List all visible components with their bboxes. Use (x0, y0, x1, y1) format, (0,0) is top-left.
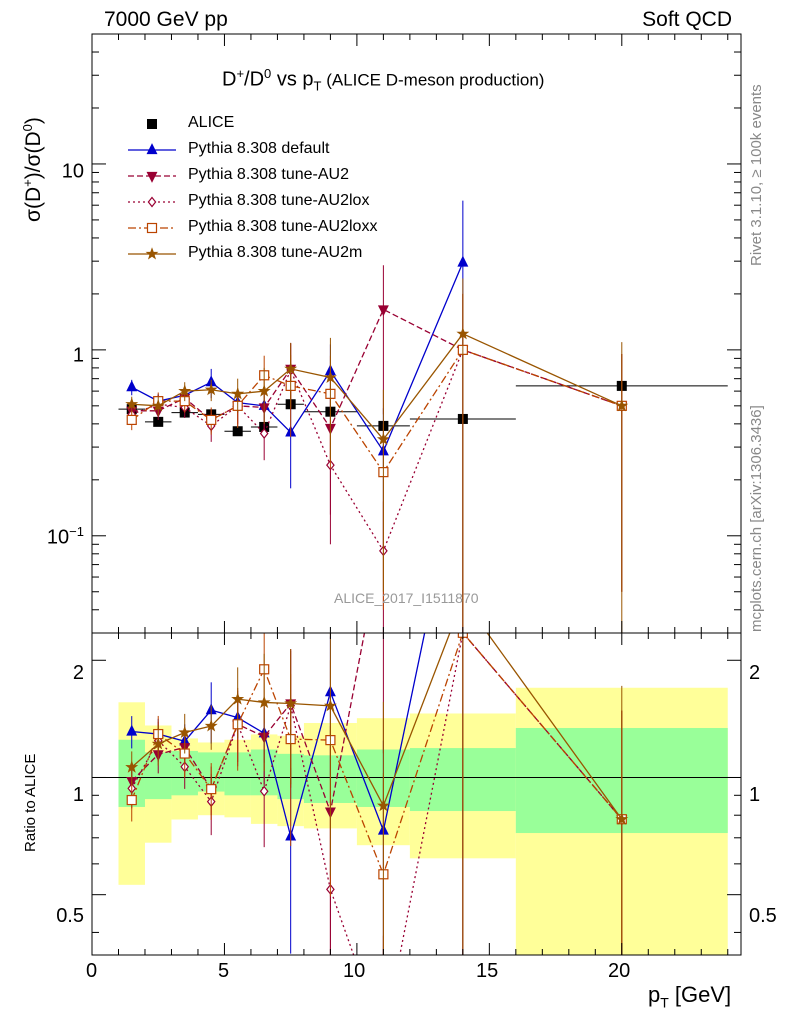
series-3-point-0 (126, 414, 137, 426)
series-3-ratio-point-3 (206, 784, 217, 795)
series-4-point-0 (125, 397, 139, 410)
main-ytick-0-sup: −1 (69, 524, 84, 539)
legend-marker-2 (147, 196, 157, 208)
header-energy-label: 7000 GeV pp (104, 8, 228, 31)
ratio-panel-series (125, 633, 629, 955)
title-mid: /D (244, 68, 265, 91)
ratio-ytick-label-right-0: 0.5 (749, 905, 777, 927)
series-3-point-3 (206, 414, 217, 426)
series-4-ratio-point-2 (178, 725, 192, 739)
main-ytick-label-1: 1 (73, 342, 84, 368)
series-4-point-1 (151, 399, 165, 412)
series-4-point-2 (178, 384, 192, 397)
series-4-ratio-point-5 (257, 695, 271, 708)
xlabel-sub: T (660, 994, 669, 1011)
ylabel-a: σ(D (22, 186, 45, 222)
rivet-version-label: Rivet 3.1.10, ≥ 100k events (748, 84, 765, 266)
ratio-ytick-label-left-1: 1 (72, 784, 84, 806)
series-0-point-9 (457, 255, 469, 267)
series-4-ratio-point-0 (125, 760, 139, 773)
main-ytick-0-base: 10 (46, 526, 70, 549)
ratio-panel-frame (91, 632, 742, 956)
legend-marker-3 (146, 222, 158, 234)
series-1-point-8 (377, 305, 389, 317)
main-ytick-1-base: 1 (72, 344, 84, 367)
ylabel-c: ) (22, 117, 45, 125)
series-1-ratio-line (131, 633, 623, 820)
title-sub: T (313, 78, 322, 94)
legend-symbol-alice (147, 119, 157, 129)
series-4-point-9 (456, 327, 470, 340)
legend-marker-1 (146, 171, 158, 183)
series-2-ratio-point-5 (259, 785, 269, 797)
series-4-point-10 (615, 399, 629, 412)
series-3-ratio-point-0 (126, 794, 137, 806)
series-4-point-5 (257, 384, 271, 397)
ratio-ytick-label-left-2: 2 (72, 662, 84, 684)
series-4-point-4 (231, 387, 245, 400)
main-ytick-label-2: 10 (62, 158, 84, 184)
ratio-ytick-label-left-0: 0.5 (56, 905, 84, 927)
series-3-line (131, 349, 623, 474)
xtick-label-2: 10 (343, 960, 366, 982)
title-sup1: + (236, 66, 245, 81)
title-paren: (ALICE D-meson production) (321, 70, 545, 90)
xtick-label-1: 5 (218, 960, 230, 982)
axis-ticks (91, 33, 741, 955)
mcplots-reference-label: mcplots.cern.ch [arXiv:1306.3436] (748, 405, 765, 632)
series-2-point-5 (259, 428, 269, 439)
title-sup2: 0 (264, 66, 272, 81)
ratio-y-axis-label: Ratio to ALICE (22, 753, 39, 852)
legend-label-default: Pythia 8.308 default (188, 140, 330, 157)
series-4-point-7 (323, 370, 337, 384)
series-4-ratio-point-1 (151, 737, 165, 750)
ylabel-b: )/σ(D (22, 131, 45, 180)
series-4-ratio-point-6 (284, 696, 298, 709)
legend-marker-0 (146, 143, 158, 155)
series-4-point-8 (376, 432, 390, 445)
header-process-label: Soft QCD (642, 8, 732, 31)
analysis-watermark: ALICE_2017_I1511870 (334, 590, 479, 606)
xtick-label-4: 20 (608, 960, 631, 982)
ylabel-b-sup: 0 (20, 124, 35, 132)
series-4-ratio-point-4 (231, 692, 245, 705)
alice-point-4 (232, 426, 243, 437)
series-0-ratio-point-0 (126, 724, 138, 736)
series-1-line (131, 308, 623, 430)
xlabel-rest: [GeV] (668, 982, 732, 1007)
series-0-line (131, 262, 464, 453)
xtick-label-0: 0 (86, 960, 98, 982)
xtick-label-3: 15 (476, 960, 499, 982)
ratio-ytick-label-right-1: 1 (749, 784, 761, 806)
series-4-point-6 (284, 362, 298, 375)
title-base: D (222, 68, 237, 91)
main-ytick-2-base: 10 (61, 160, 84, 183)
main-y-axis-label: σ(D+)/σ(D0) (20, 117, 46, 222)
main-title: D+/D0 vs pT (ALICE D-meson production) (222, 66, 544, 94)
legend-label-au2lox: Pythia 8.308 tune-AU2lox (188, 192, 370, 209)
main-panel-series (118, 200, 728, 633)
x-axis-label: pT [GeV] (648, 982, 731, 1010)
ylabel-a-sup: + (20, 179, 35, 187)
legend-marker-4 (145, 247, 159, 260)
legend-label-au2: Pythia 8.308 tune-AU2 (188, 166, 349, 183)
alice-point-1 (153, 416, 164, 427)
main-ytick-label-0: 10−1 (47, 524, 84, 550)
title-vs: vs p (271, 68, 314, 91)
xlabel-base: p (648, 982, 661, 1007)
series-0-point-0 (126, 380, 138, 392)
legend-label-alice: ALICE (188, 114, 235, 131)
legend-label-au2m: Pythia 8.308 tune-AU2m (188, 244, 363, 261)
series-2-line (131, 349, 623, 553)
series-4-ratio-point-7 (323, 699, 337, 712)
series-4-point-3 (204, 382, 218, 396)
series-4-ratio-point-8 (376, 798, 390, 812)
series-4-line (131, 333, 623, 441)
legend (128, 119, 176, 260)
legend-label-au2loxx: Pythia 8.308 tune-AU2loxx (188, 218, 378, 235)
series-4-ratio-point-3 (204, 719, 218, 732)
series-4-ratio-point-10 (615, 812, 629, 825)
ratio-ytick-label-right-2: 2 (749, 662, 761, 684)
